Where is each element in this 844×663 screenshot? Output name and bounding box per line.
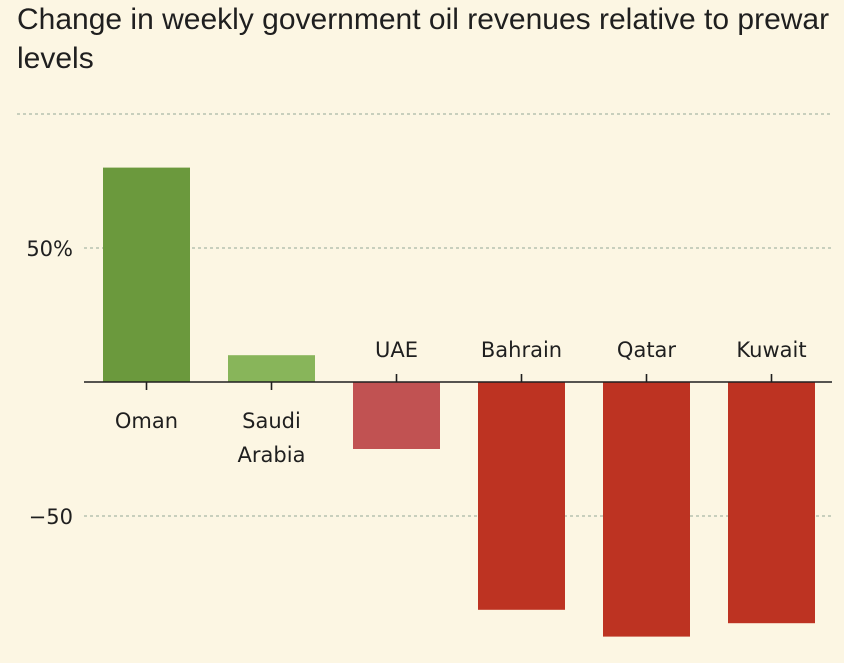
category-label: Arabia bbox=[238, 443, 306, 467]
category-label: Saudi bbox=[242, 409, 301, 433]
y-tick-label: 50% bbox=[26, 237, 73, 261]
category-label: Qatar bbox=[617, 338, 677, 362]
bar bbox=[478, 382, 565, 610]
category-label: Bahrain bbox=[481, 338, 562, 362]
bar bbox=[603, 382, 690, 637]
y-tick-label: −50 bbox=[29, 505, 73, 529]
bar bbox=[728, 382, 815, 624]
labels: 50% −50 Oman Saudi Arabia UAE Bahrain Qatar Kuwa… bbox=[26, 237, 806, 529]
bar bbox=[228, 355, 315, 382]
bar bbox=[103, 167, 190, 382]
bars bbox=[103, 167, 815, 637]
category-label: UAE bbox=[375, 338, 418, 362]
zero-axis bbox=[84, 374, 832, 390]
category-label: Kuwait bbox=[736, 338, 806, 362]
gridlines bbox=[17, 113, 832, 517]
chart-title: Change in weekly government oil revenues… bbox=[17, 3, 830, 75]
bar bbox=[353, 382, 440, 449]
category-label: Oman bbox=[115, 409, 178, 433]
